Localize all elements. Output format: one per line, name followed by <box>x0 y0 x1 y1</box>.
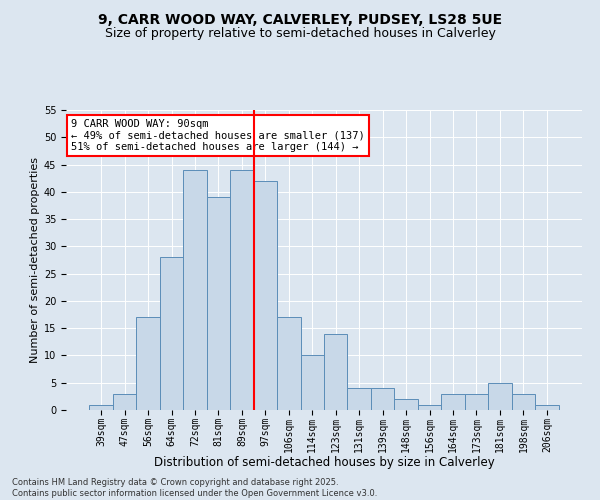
Bar <box>113 394 136 410</box>
Text: 9 CARR WOOD WAY: 90sqm
← 49% of semi-detached houses are smaller (137)
51% of se: 9 CARR WOOD WAY: 90sqm ← 49% of semi-det… <box>71 119 365 152</box>
Bar <box>136 318 160 410</box>
Bar <box>535 404 559 410</box>
Y-axis label: Number of semi-detached properties: Number of semi-detached properties <box>29 157 40 363</box>
Text: Size of property relative to semi-detached houses in Calverley: Size of property relative to semi-detach… <box>104 28 496 40</box>
Text: 9, CARR WOOD WAY, CALVERLEY, PUDSEY, LS28 5UE: 9, CARR WOOD WAY, CALVERLEY, PUDSEY, LS2… <box>98 12 502 26</box>
Bar <box>277 318 301 410</box>
Bar <box>89 404 113 410</box>
X-axis label: Distribution of semi-detached houses by size in Calverley: Distribution of semi-detached houses by … <box>154 456 494 468</box>
Bar <box>394 399 418 410</box>
Bar <box>512 394 535 410</box>
Bar <box>371 388 394 410</box>
Bar <box>160 258 183 410</box>
Bar <box>230 170 254 410</box>
Bar <box>301 356 324 410</box>
Text: Contains HM Land Registry data © Crown copyright and database right 2025.
Contai: Contains HM Land Registry data © Crown c… <box>12 478 377 498</box>
Bar <box>441 394 465 410</box>
Bar <box>488 382 512 410</box>
Bar <box>254 181 277 410</box>
Bar <box>465 394 488 410</box>
Bar <box>183 170 207 410</box>
Bar <box>418 404 441 410</box>
Bar <box>207 198 230 410</box>
Bar <box>347 388 371 410</box>
Bar <box>324 334 347 410</box>
